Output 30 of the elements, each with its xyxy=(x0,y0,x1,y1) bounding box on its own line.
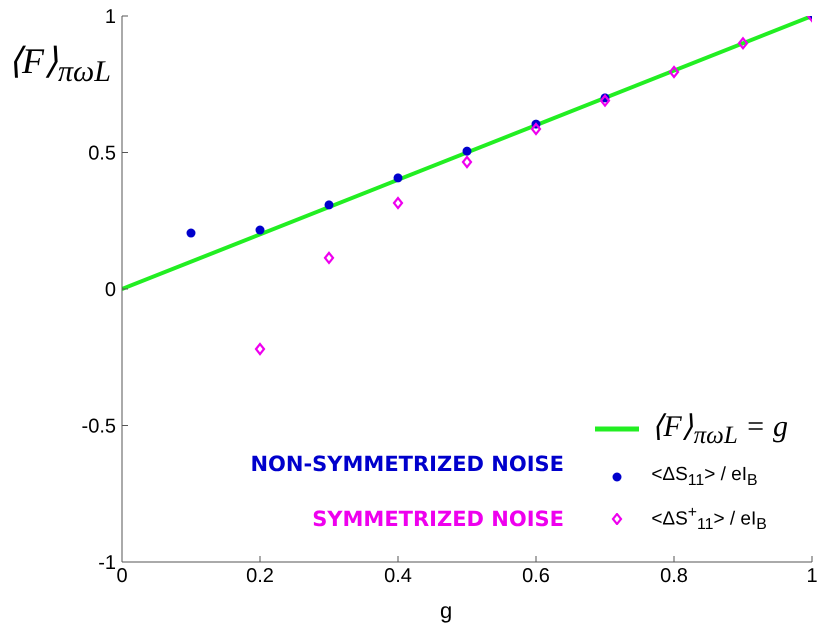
point xyxy=(324,200,334,210)
point xyxy=(668,66,680,78)
point xyxy=(324,252,334,264)
legend-label: ⟨F⟩$_{πωL}$ = g xyxy=(651,409,788,450)
point xyxy=(254,342,266,356)
point xyxy=(600,94,610,107)
y-tick-label: 0 xyxy=(104,279,116,302)
y-tick-label: -1 xyxy=(98,552,116,574)
point xyxy=(186,228,196,238)
annotation: NON-SYMMETRIZED NOISE xyxy=(250,452,564,476)
y-axis-title: ⟨F⟩$_{πωL}$ xyxy=(8,40,111,90)
annotation: SYMMETRIZED NOISE xyxy=(312,507,564,531)
y-tick-label: 0.5 xyxy=(88,142,116,165)
y-tick-label: -0.5 xyxy=(82,416,116,438)
x-tick-label: 0.4 xyxy=(384,565,412,588)
x-tick-label: 1 xyxy=(806,565,818,588)
point xyxy=(530,122,542,136)
x-tick-label: 0.2 xyxy=(246,565,274,588)
point xyxy=(394,173,402,182)
point xyxy=(256,226,264,235)
point xyxy=(392,196,404,210)
y-tick-label: 1 xyxy=(104,6,116,28)
x-tick-label: 0.8 xyxy=(660,565,688,588)
x-axis-title: g xyxy=(440,598,452,624)
legend-label: <ΔS$_{11}$> / eI$_{B}$ xyxy=(651,464,758,490)
point xyxy=(462,146,472,156)
legend-label: <ΔS$^{+}$$_{11}$> / eI$_{B}$ xyxy=(651,504,767,534)
point xyxy=(738,37,748,50)
x-tick-label: 0.6 xyxy=(522,565,550,588)
point xyxy=(462,156,472,168)
